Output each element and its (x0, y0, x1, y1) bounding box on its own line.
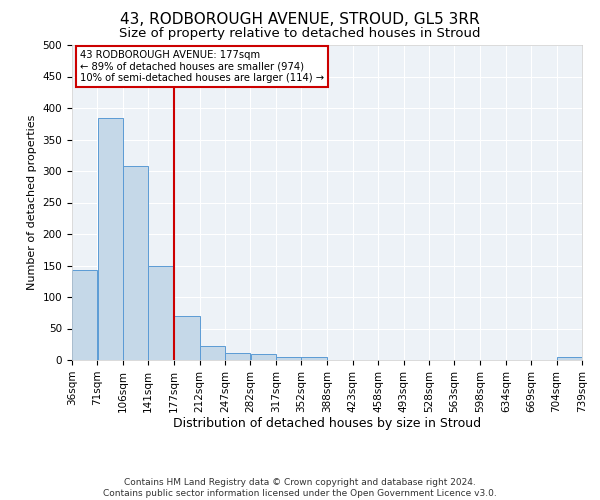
Text: Size of property relative to detached houses in Stroud: Size of property relative to detached ho… (119, 28, 481, 40)
X-axis label: Distribution of detached houses by size in Stroud: Distribution of detached houses by size … (173, 418, 481, 430)
Text: Contains HM Land Registry data © Crown copyright and database right 2024.
Contai: Contains HM Land Registry data © Crown c… (103, 478, 497, 498)
Bar (276, 357, 301, 360)
Bar (225, 353, 250, 360)
Bar (97, 118, 122, 360)
Bar (175, 316, 200, 360)
Text: 43 RODBOROUGH AVENUE: 177sqm
← 89% of detached houses are smaller (974)
10% of s: 43 RODBOROUGH AVENUE: 177sqm ← 89% of de… (80, 50, 324, 83)
Y-axis label: Number of detached properties: Number of detached properties (27, 115, 37, 290)
Bar (72, 270, 97, 360)
Text: 43, RODBOROUGH AVENUE, STROUD, GL5 3RR: 43, RODBOROUGH AVENUE, STROUD, GL5 3RR (120, 12, 480, 28)
Bar (123, 166, 148, 360)
Bar (301, 357, 326, 360)
Bar (251, 354, 276, 360)
Bar (200, 346, 225, 360)
Bar (148, 266, 173, 360)
Bar (557, 357, 582, 360)
